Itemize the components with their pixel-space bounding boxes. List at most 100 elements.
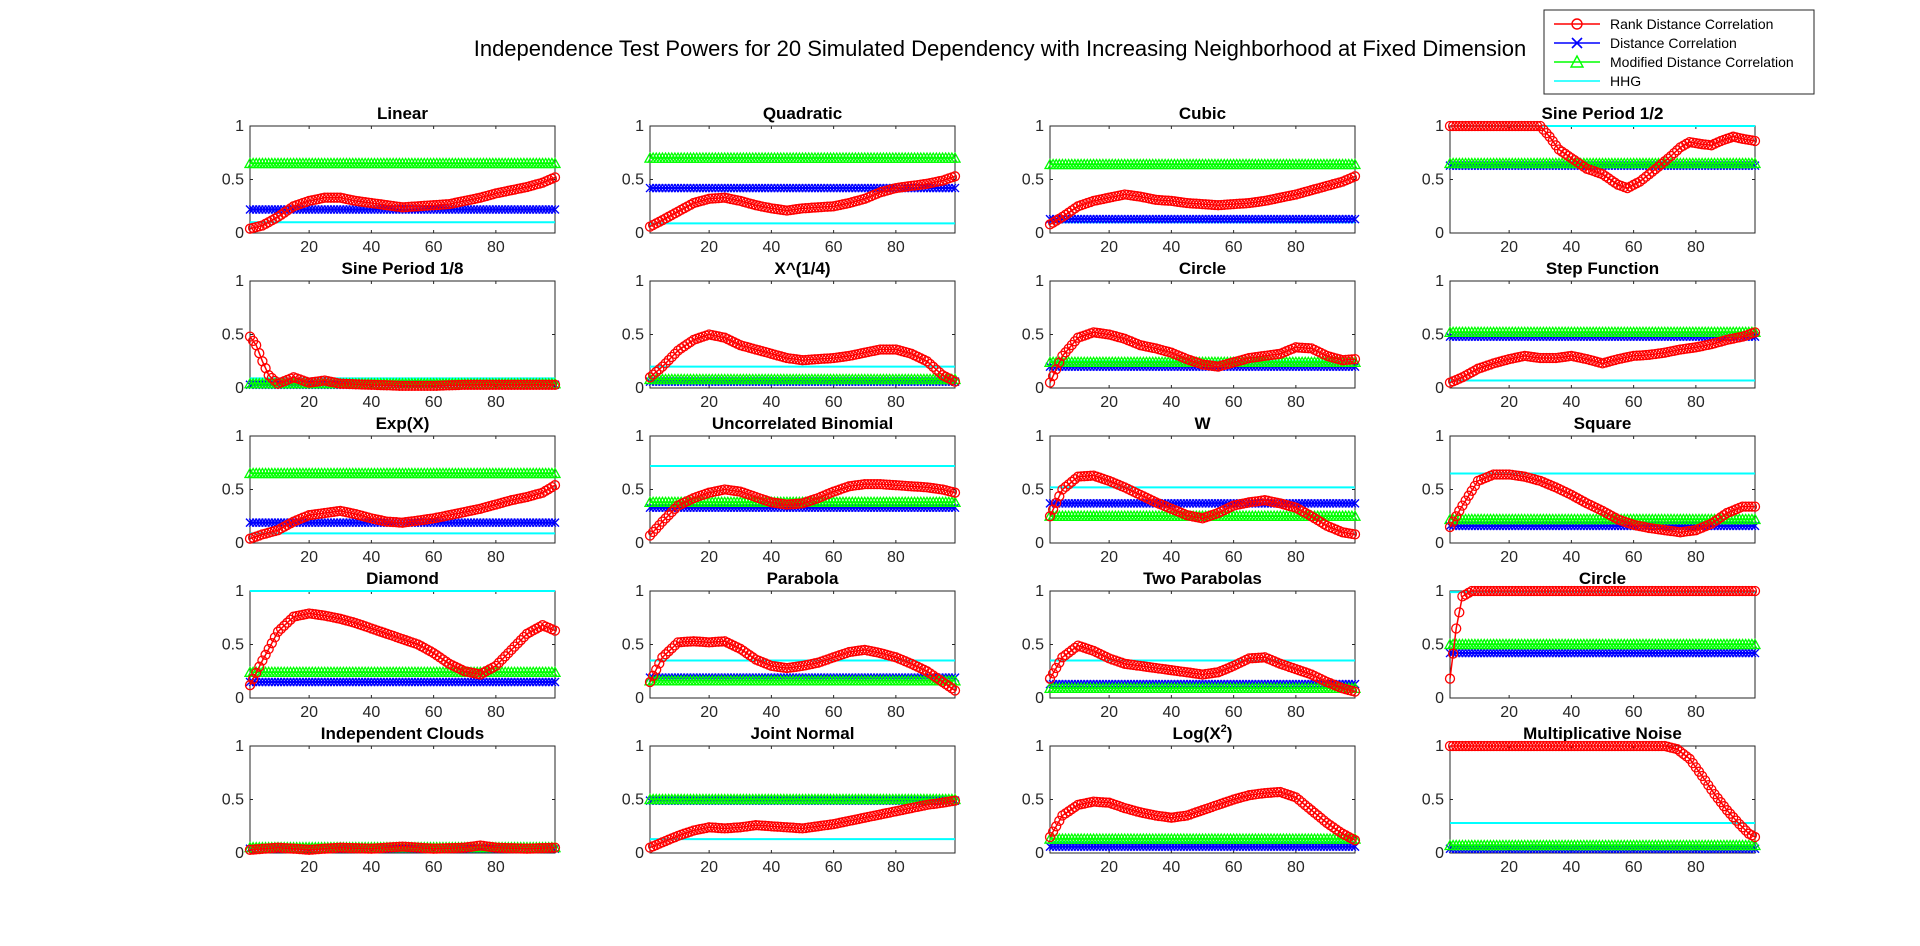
x-tick-label: 20: [1500, 394, 1518, 411]
rank-point: [716, 636, 727, 647]
x-tick-label: 80: [487, 549, 505, 566]
x-tick-label: 60: [1225, 239, 1243, 256]
rank-point: [1447, 516, 1459, 527]
mdcor-point: [548, 157, 561, 169]
series-mdcor-markers: [244, 157, 561, 169]
rank-point: [496, 654, 508, 665]
rank-point: [1634, 176, 1645, 187]
rank-point: [931, 364, 942, 375]
y-tick-label: 0: [235, 535, 244, 552]
x-tick-label: 40: [1562, 239, 1580, 256]
y-tick-label: 0.5: [622, 482, 644, 499]
rank-point: [669, 640, 681, 651]
rank-point: [666, 506, 677, 518]
x-tick-label: 20: [700, 549, 718, 566]
rank-point: [1444, 521, 1456, 533]
rank-point: [1637, 173, 1649, 185]
rank-point: [657, 361, 668, 372]
y-tick-label: 1: [1035, 273, 1044, 290]
y-tick-label: 0.5: [622, 327, 644, 344]
x-tick-label: 80: [1687, 394, 1705, 411]
x-tick-label: 40: [362, 704, 380, 721]
y-tick-label: 0.5: [222, 637, 244, 654]
rank-point: [279, 620, 290, 631]
rank-point: [654, 364, 665, 375]
rank-point: [285, 203, 296, 214]
rank-point: [1060, 481, 1071, 493]
rank-point: [1650, 164, 1661, 175]
series-mdcor-markers: [1044, 158, 1361, 170]
y-tick-label: 0: [635, 225, 644, 242]
rank-point: [1541, 127, 1552, 139]
rank-point: [924, 358, 936, 370]
subplot-title: Linear: [377, 104, 428, 123]
rank-point: [244, 680, 256, 691]
subplot-title: W: [1194, 414, 1211, 433]
x-tick-label: 40: [362, 239, 380, 256]
y-tick-label: 0: [235, 690, 244, 707]
x-tick-label: 20: [300, 239, 318, 256]
subplot-title: Exp(X): [376, 414, 430, 433]
x-tick-label: 20: [700, 394, 718, 411]
rank-point: [660, 513, 671, 524]
series-mdcor-markers: [244, 665, 561, 677]
rank-point: [657, 652, 668, 663]
series-rank-markers: [1444, 327, 1761, 388]
rank-point: [651, 664, 662, 675]
rank-point: [1057, 484, 1068, 495]
x-tick-label: 80: [887, 704, 905, 721]
x-tick-label: 80: [487, 394, 505, 411]
rank-point: [1644, 169, 1655, 180]
subplot-title: Cubic: [1179, 104, 1226, 123]
y-tick-label: 0.5: [1022, 637, 1044, 654]
y-tick-label: 1: [235, 428, 244, 445]
rank-point: [794, 498, 805, 509]
rank-point: [654, 658, 665, 669]
x-tick-label: 80: [1287, 549, 1305, 566]
series-rank-markers: [1044, 470, 1361, 540]
rank-point: [275, 623, 287, 634]
x-tick-label: 80: [887, 394, 905, 411]
rank-point: [1349, 686, 1361, 697]
x-tick-label: 40: [1162, 549, 1180, 566]
rank-point: [1665, 150, 1677, 162]
x-tick-label: 80: [1687, 704, 1705, 721]
rank-point: [663, 355, 674, 366]
x-tick-label: 80: [1287, 394, 1305, 411]
rank-point: [251, 667, 262, 679]
rank-point: [921, 356, 933, 367]
series-mdcor-markers: [1444, 157, 1761, 169]
subplot-title: Uncorrelated Binomial: [712, 414, 893, 433]
x-tick-label: 80: [1287, 704, 1305, 721]
rank-point: [647, 369, 659, 380]
rank-point: [493, 657, 505, 668]
mdcor-point: [1748, 513, 1761, 525]
x-tick-label: 40: [1562, 704, 1580, 721]
series-rank-markers: [1044, 640, 1361, 697]
rank-point: [1303, 343, 1314, 354]
rank-point: [549, 172, 561, 183]
rank-point: [1047, 504, 1059, 515]
x-tick-label: 80: [487, 239, 505, 256]
series-rank-markers: [644, 636, 961, 696]
y-tick-label: 0: [1435, 535, 1444, 552]
y-tick-label: 1: [235, 583, 244, 600]
rank-point: [651, 366, 662, 378]
dcor-point: [1350, 214, 1360, 224]
y-tick-label: 0.5: [1022, 327, 1044, 344]
x-tick-label: 40: [762, 394, 780, 411]
series-rank-markers: [1444, 469, 1761, 538]
rank-point: [1051, 662, 1062, 674]
x-tick-label: 20: [300, 394, 318, 411]
rank-point: [1047, 668, 1059, 679]
x-tick-label: 60: [825, 704, 843, 721]
dcor-point: [547, 677, 557, 687]
rank-point: [257, 356, 268, 367]
rank-point: [1528, 120, 1540, 132]
dcor-point: [1347, 214, 1357, 224]
